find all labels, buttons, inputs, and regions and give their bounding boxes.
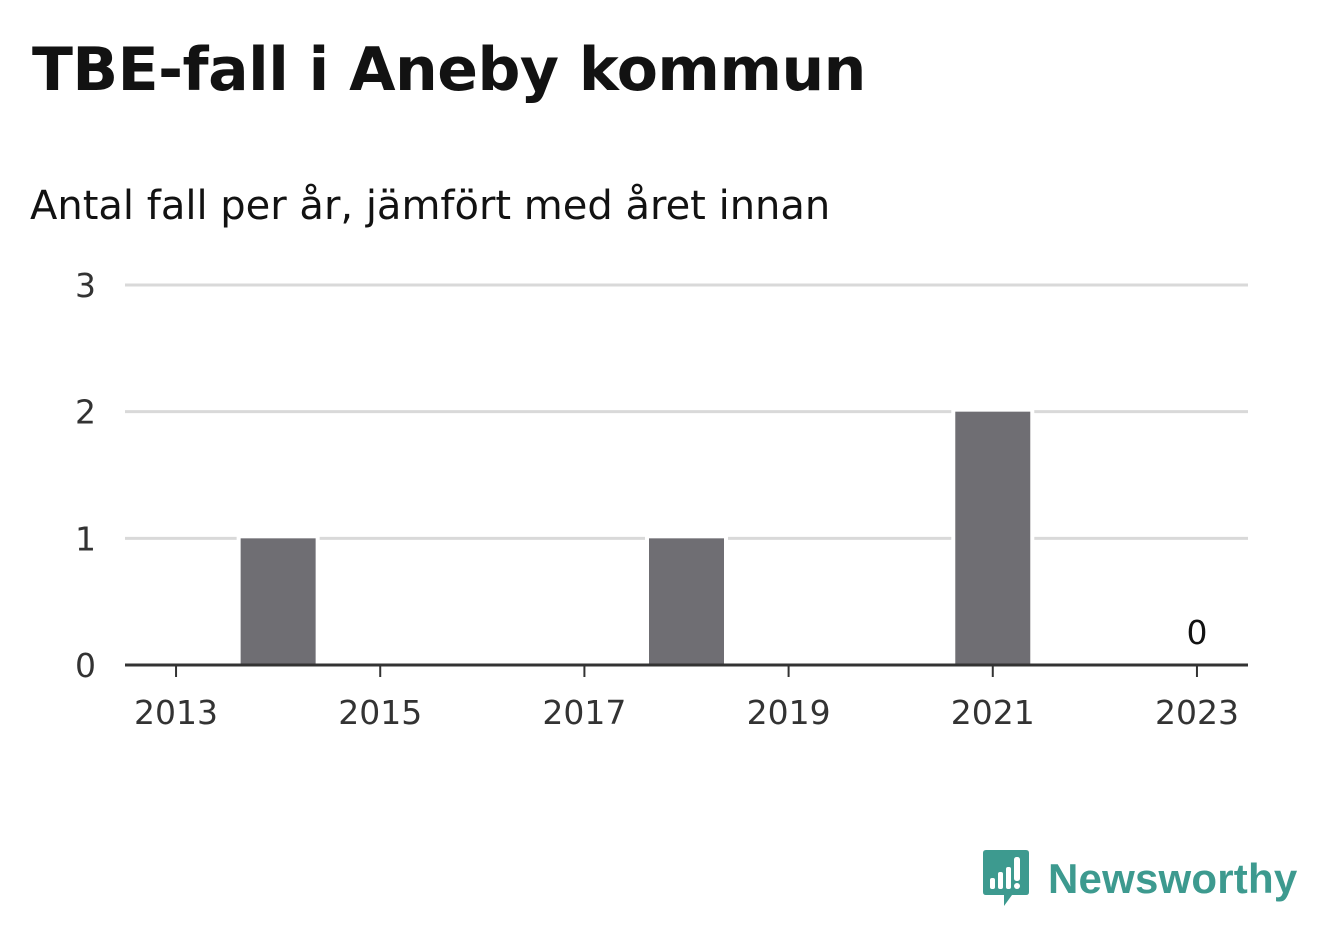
data-labels: 0 — [1186, 613, 1207, 652]
y-tick-label: 0 — [75, 646, 96, 685]
gridlines — [125, 283, 1248, 540]
bar — [649, 538, 724, 665]
newsworthy-logo: Newsworthy — [982, 848, 1297, 910]
data-label: 0 — [1186, 613, 1207, 652]
bar — [955, 411, 1031, 665]
brand-name: Newsworthy — [1048, 855, 1298, 902]
y-tick-label: 1 — [75, 519, 96, 558]
x-axis-tick-labels: 2013 2015 2017 2019 2021 2023 — [134, 665, 1239, 732]
bars — [236, 409, 1035, 665]
x-tick-label: 2021 — [951, 693, 1035, 732]
chart-title: TBE-fall i Aneby kommun — [32, 35, 866, 105]
bar — [240, 538, 316, 665]
x-tick-label: 2023 — [1155, 693, 1239, 732]
x-tick-label: 2017 — [542, 693, 626, 732]
y-tick-label: 2 — [75, 393, 96, 432]
y-axis-tick-labels: 0 1 2 3 — [75, 266, 96, 685]
x-tick-label: 2013 — [134, 693, 218, 732]
x-tick-label: 2019 — [747, 693, 831, 732]
x-tick-label: 2015 — [338, 693, 422, 732]
y-tick-label: 3 — [75, 266, 96, 305]
chart-subtitle: Antal fall per år, jämfört med året inna… — [30, 183, 831, 229]
newsworthy-bar-chart-speech-bubble-icon — [983, 850, 1029, 906]
